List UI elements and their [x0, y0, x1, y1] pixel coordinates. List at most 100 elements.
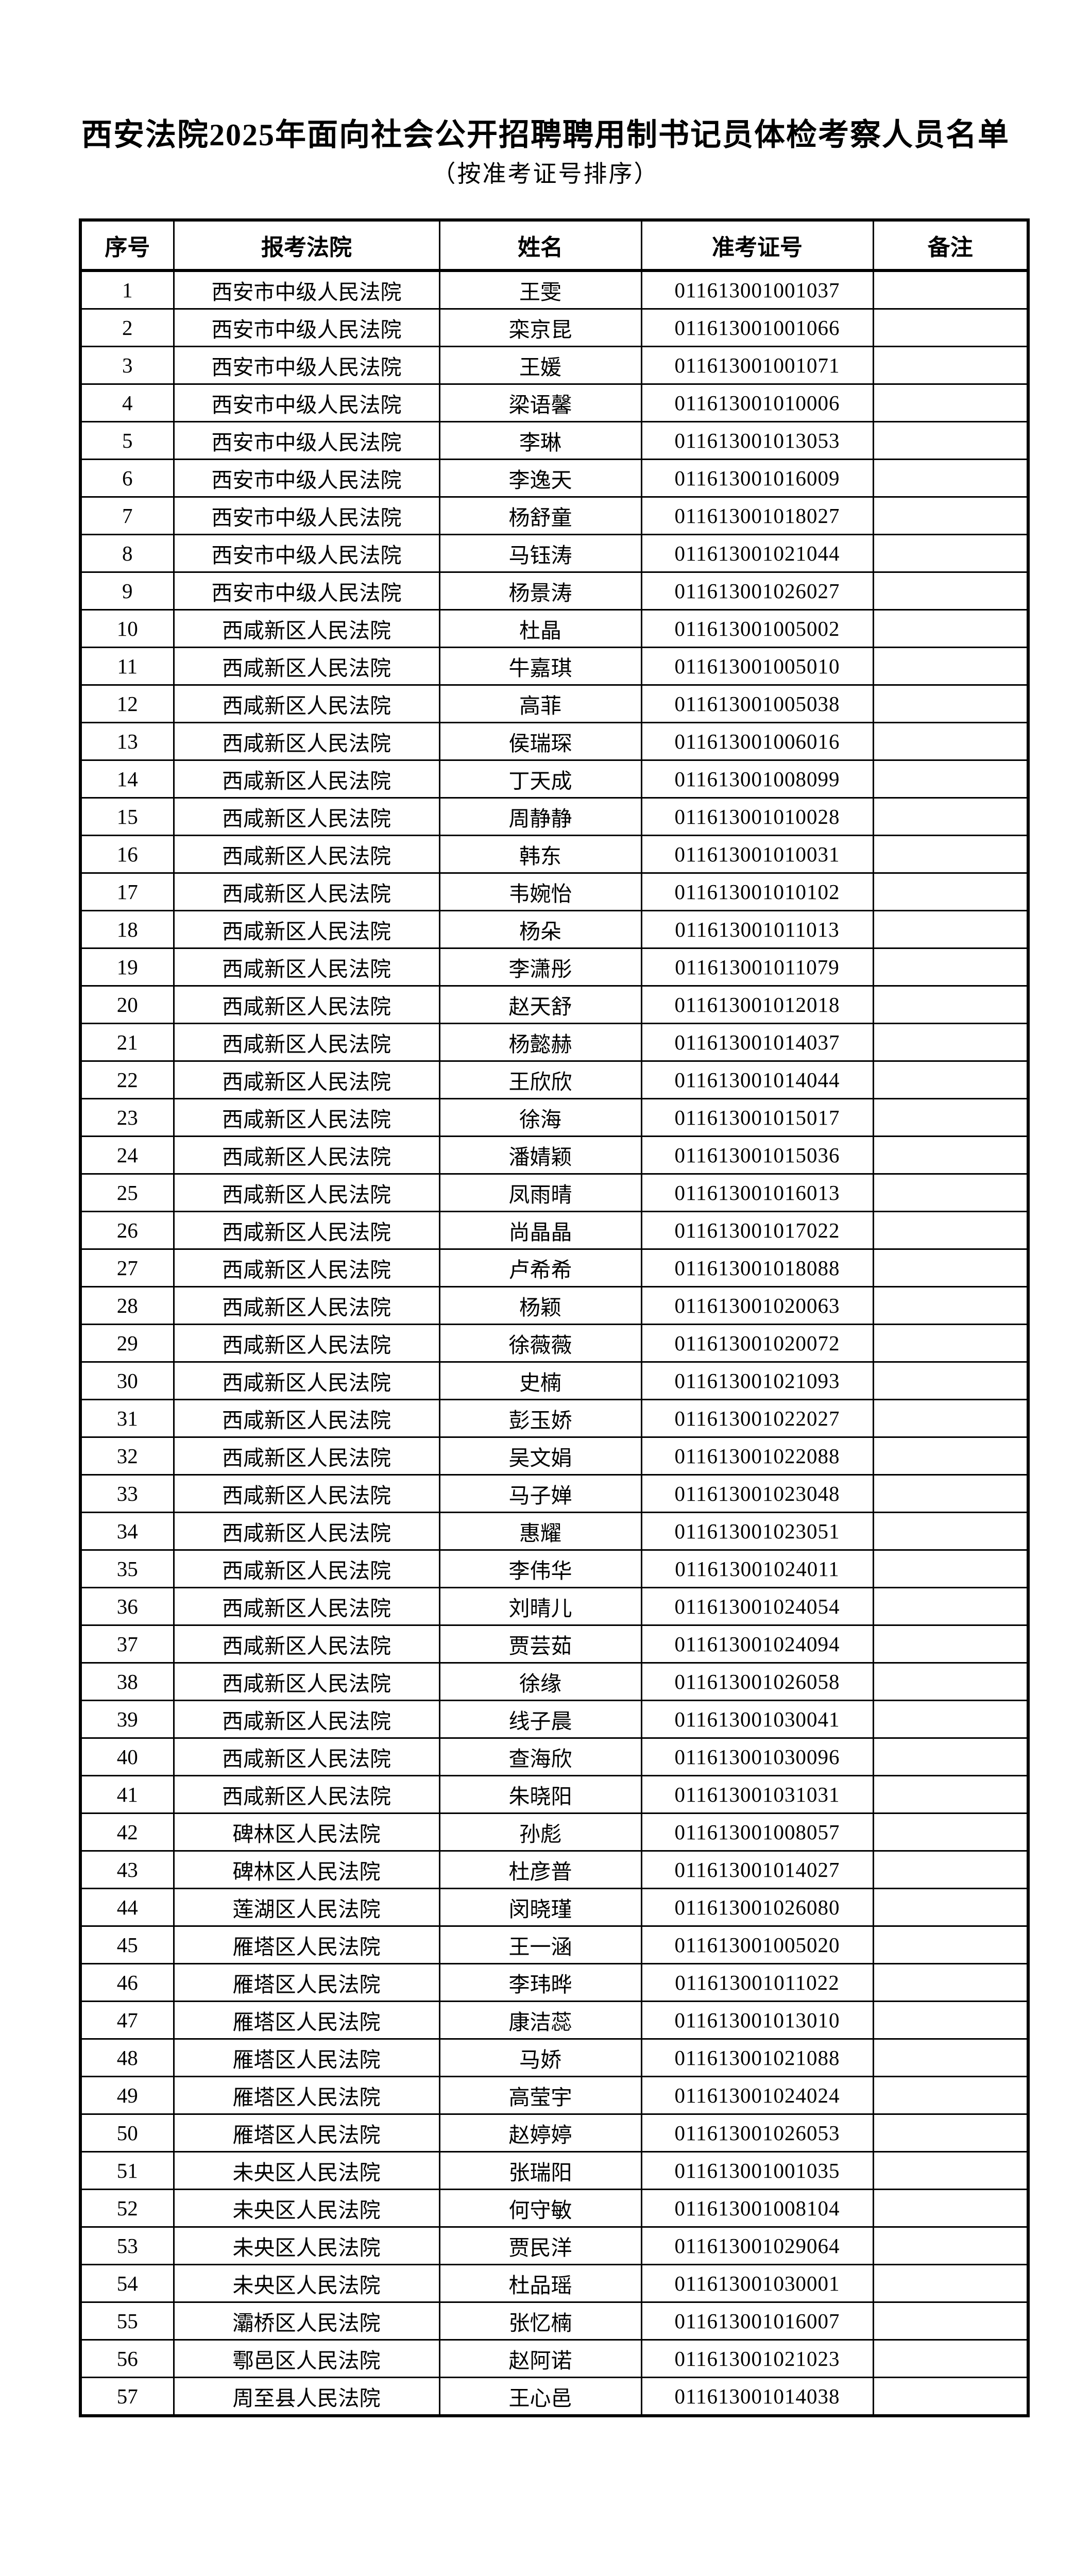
cell-remark	[872, 2038, 1029, 2077]
cell-remark	[872, 1850, 1029, 1889]
cell-no: 11	[79, 646, 175, 686]
roster-table: 序号 报考法院 姓名 准考证号 备注 1 西安市中级人民法院 王雯 0116130010010…	[79, 218, 1030, 2417]
cell-name: 周静静	[438, 796, 642, 836]
cell-ticket: 011613001030096	[640, 1737, 874, 1776]
cell-court: 西咸新区人民法院	[173, 947, 440, 987]
cell-ticket: 011613001011022	[640, 1962, 874, 2002]
cell-remark	[872, 1699, 1029, 1739]
table-row: 32 西咸新区人民法院 吴文娟 011613001022088	[79, 1436, 1029, 1476]
cell-no: 30	[79, 1361, 175, 1400]
cell-no: 35	[79, 1549, 175, 1588]
cell-no: 16	[79, 834, 175, 874]
table-row: 23 西咸新区人民法院 徐海 011613001015017	[79, 1097, 1029, 1137]
cell-remark	[872, 2188, 1029, 2228]
table-row: 1 西安市中级人民法院 王雯 011613001001037	[79, 269, 1029, 310]
cell-name: 李琳	[438, 420, 642, 460]
table-row: 9 西安市中级人民法院 杨景涛 011613001026027	[79, 571, 1029, 611]
cell-ticket: 011613001008099	[640, 759, 874, 799]
cell-court: 西咸新区人民法院	[173, 1248, 440, 1287]
cell-no: 15	[79, 796, 175, 836]
table-row: 44 莲湖区人民法院 闵晓瑾 011613001026080	[79, 1887, 1029, 1927]
cell-no: 8	[79, 533, 175, 573]
cell-remark	[872, 684, 1029, 723]
cell-no: 57	[79, 2376, 175, 2417]
cell-name: 凤雨晴	[438, 1173, 642, 1212]
cell-court: 鄠邑区人民法院	[173, 2338, 440, 2378]
cell-court: 未央区人民法院	[173, 2188, 440, 2228]
table-row: 24 西咸新区人民法院 潘婧颖 011613001015036	[79, 1135, 1029, 1175]
cell-no: 49	[79, 2075, 175, 2115]
cell-ticket: 011613001008057	[640, 1812, 874, 1852]
cell-court: 西咸新区人民法院	[173, 1624, 440, 1664]
cell-remark	[872, 2150, 1029, 2190]
cell-remark	[872, 1323, 1029, 1363]
table-row: 51 未央区人民法院 张瑞阳 011613001001035	[79, 2150, 1029, 2190]
cell-court: 雁塔区人民法院	[173, 2038, 440, 2077]
cell-ticket: 011613001001066	[640, 308, 874, 347]
table-row: 26 西咸新区人民法院 尚晶晶 011613001017022	[79, 1210, 1029, 1250]
cell-ticket: 011613001001071	[640, 345, 874, 385]
column-header-remark: 备注	[872, 219, 1029, 272]
cell-ticket: 011613001026053	[640, 2113, 874, 2153]
cell-name: 马钰涛	[438, 533, 642, 573]
cell-name: 李伟华	[438, 1549, 642, 1588]
cell-court: 雁塔区人民法院	[173, 1925, 440, 1964]
cell-court: 西咸新区人民法院	[173, 1774, 440, 1814]
cell-ticket: 011613001022027	[640, 1398, 874, 1438]
table-row: 54 未央区人民法院 杜品瑶 011613001030001	[79, 2263, 1029, 2303]
cell-no: 45	[79, 1925, 175, 1964]
cell-name: 李玮晔	[438, 1962, 642, 2002]
cell-remark	[872, 1662, 1029, 1701]
cell-ticket: 011613001013053	[640, 420, 874, 460]
cell-name: 潘婧颖	[438, 1135, 642, 1175]
cell-name: 杨舒童	[438, 496, 642, 535]
cell-name: 杜品瑶	[438, 2263, 642, 2303]
table-row: 6 西安市中级人民法院 李逸天 011613001016009	[79, 458, 1029, 498]
cell-name: 李逸天	[438, 458, 642, 498]
cell-ticket: 011613001016013	[640, 1173, 874, 1212]
cell-remark	[872, 1361, 1029, 1400]
cell-remark	[872, 308, 1029, 347]
cell-ticket: 011613001014038	[640, 2376, 874, 2417]
cell-court: 西咸新区人民法院	[173, 1285, 440, 1325]
cell-no: 33	[79, 1473, 175, 1513]
cell-no: 6	[79, 458, 175, 498]
cell-court: 雁塔区人民法院	[173, 2000, 440, 2040]
cell-court: 西咸新区人民法院	[173, 1662, 440, 1701]
cell-ticket: 011613001021044	[640, 533, 874, 573]
cell-court: 西咸新区人民法院	[173, 796, 440, 836]
cell-remark	[872, 646, 1029, 686]
cell-court: 西咸新区人民法院	[173, 872, 440, 911]
cell-name: 徐薇薇	[438, 1323, 642, 1363]
cell-no: 5	[79, 420, 175, 460]
cell-ticket: 011613001001035	[640, 2150, 874, 2190]
cell-remark	[872, 496, 1029, 535]
cell-no: 18	[79, 909, 175, 949]
cell-ticket: 011613001026027	[640, 571, 874, 611]
cell-court: 西安市中级人民法院	[173, 571, 440, 611]
cell-remark	[872, 345, 1029, 385]
cell-court: 西咸新区人民法院	[173, 1097, 440, 1137]
cell-remark	[872, 1737, 1029, 1776]
cell-court: 雁塔区人民法院	[173, 1962, 440, 2002]
cell-court: 西咸新区人民法院	[173, 646, 440, 686]
table-row: 17 西咸新区人民法院 韦婉怡 011613001010102	[79, 872, 1029, 911]
cell-no: 40	[79, 1737, 175, 1776]
cell-ticket: 011613001024024	[640, 2075, 874, 2115]
cell-court: 西咸新区人民法院	[173, 1436, 440, 1476]
cell-court: 未央区人民法院	[173, 2150, 440, 2190]
cell-no: 55	[79, 2301, 175, 2341]
cell-no: 23	[79, 1097, 175, 1137]
cell-name: 王欣欣	[438, 1060, 642, 1099]
cell-ticket: 011613001010031	[640, 834, 874, 874]
cell-name: 马子婵	[438, 1473, 642, 1513]
cell-court: 西安市中级人民法院	[173, 496, 440, 535]
cell-court: 西咸新区人民法院	[173, 759, 440, 799]
cell-name: 高菲	[438, 684, 642, 723]
cell-ticket: 011613001026058	[640, 1662, 874, 1701]
table-row: 46 雁塔区人民法院 李玮晔 011613001011022	[79, 1962, 1029, 2002]
cell-remark	[872, 721, 1029, 761]
cell-name: 马娇	[438, 2038, 642, 2077]
table-row: 16 西咸新区人民法院 韩东 011613001010031	[79, 834, 1029, 874]
cell-court: 未央区人民法院	[173, 2226, 440, 2265]
